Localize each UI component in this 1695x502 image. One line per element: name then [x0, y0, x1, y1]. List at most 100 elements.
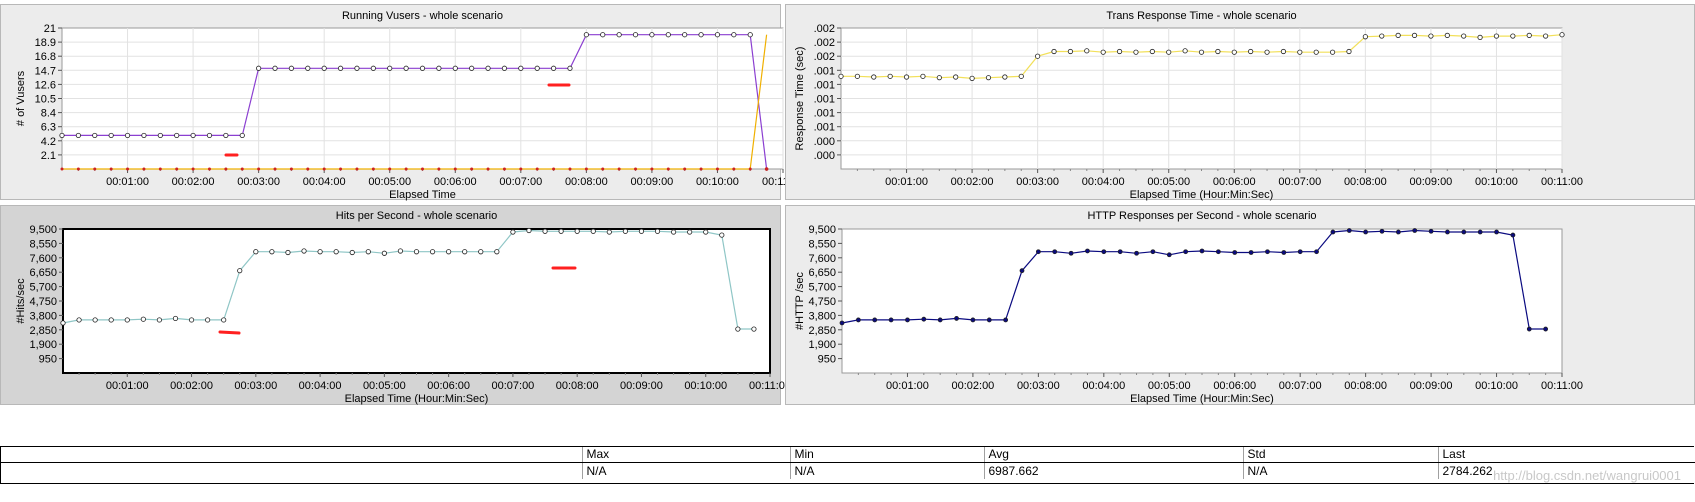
data-point [703, 229, 709, 235]
x-tick-label: 00:08:00 [565, 176, 608, 188]
x-tick-label: 00:07:00 [1278, 176, 1321, 188]
data-point [970, 317, 976, 323]
y-tick-label: 8.4 [41, 108, 56, 120]
x-tick-label: 00:05:00 [1148, 380, 1191, 392]
stats-value-std: N/A [1242, 462, 1438, 479]
data-point [654, 228, 661, 234]
data-point [92, 317, 98, 323]
data-point [1002, 74, 1008, 80]
data-point [1248, 250, 1254, 255]
data-point [413, 249, 420, 255]
data-point [953, 74, 959, 80]
data-point [140, 316, 146, 322]
chart-title: Running Vusers - whole scenario [342, 10, 503, 22]
data-point [470, 167, 474, 171]
stats-header-last: Last [1437, 446, 1695, 463]
data-point [1346, 228, 1352, 233]
data-point [1329, 49, 1336, 55]
x-tick-label: 00:01:00 [106, 176, 149, 188]
data-point [1133, 49, 1139, 55]
chart-panel-http: HTTP Responses per Second - whole scenar… [785, 205, 1695, 405]
legend-name-cell [0, 463, 582, 480]
data-point [731, 32, 737, 38]
data-point [1264, 49, 1270, 55]
data-point [257, 167, 261, 171]
x-tick-label: 00:03:00 [1017, 380, 1060, 392]
data-point [732, 167, 736, 171]
data-point [175, 167, 179, 171]
data-point [237, 268, 243, 274]
data-point [1019, 268, 1025, 274]
data-point [1067, 48, 1074, 55]
data-point [239, 132, 245, 139]
data-point [494, 249, 500, 255]
data-point [190, 132, 196, 139]
x-tick-label: 00:06:00 [427, 380, 470, 392]
stats-header-avg: Avg [983, 446, 1243, 463]
data-point [601, 167, 605, 171]
data-point [1330, 229, 1336, 235]
x-tick-label: 00:01:00 [885, 176, 928, 188]
data-point [748, 167, 752, 171]
data-point [349, 249, 355, 256]
data-point [838, 73, 844, 79]
chart-panel-hits: Hits per Second - whole scenario 9,500 8,5… [0, 205, 791, 405]
data-point [419, 65, 426, 71]
data-point [388, 167, 392, 171]
data-point [622, 228, 628, 234]
data-point [764, 167, 769, 171]
data-point [665, 32, 671, 38]
data-point [486, 167, 490, 171]
data-point [60, 320, 66, 326]
data-point [322, 167, 326, 171]
x-tick-label: 00:05:00 [363, 380, 406, 392]
data-point [937, 317, 943, 323]
series-line [62, 34, 768, 170]
y-tick-label: 5,700 [29, 282, 57, 294]
data-point [1477, 34, 1483, 41]
data-point [157, 132, 163, 139]
chart-panel-vusers: Running Vusers - whole scenario 21 18.9 16.… [0, 4, 804, 201]
chart-grid: Running Vusers - whole scenario 21 18.9 16.… [0, 4, 1695, 405]
stats-value-row[interactable]: N/A N/A 6987.662 N/A 2784.262 [0, 462, 1695, 480]
data-point [370, 65, 376, 71]
data-point [1051, 48, 1057, 55]
y-tick-label: 12.6 [35, 79, 56, 91]
data-point [124, 132, 131, 139]
data-point [1035, 53, 1041, 59]
stats-value-max: N/A [581, 462, 790, 479]
data-point [1346, 48, 1352, 55]
x-tick-label: 00:10:00 [684, 380, 727, 392]
data-point [1428, 33, 1434, 39]
y-tick-label: 7,600 [808, 253, 836, 265]
data-point [747, 32, 753, 38]
series-line [62, 229, 754, 330]
data-point [191, 167, 195, 171]
data-point [584, 167, 588, 171]
data-point [568, 167, 572, 171]
data-point [921, 316, 927, 322]
data-point [683, 167, 687, 171]
data-point [321, 65, 327, 71]
red-annotation-mark [218, 330, 241, 335]
data-point [1526, 32, 1532, 38]
stats-header-row: Max Min Avg Std Last [0, 446, 1695, 463]
watermark: http://blog.csdn.net/wangrui0001 [1493, 468, 1681, 483]
x-tick-label: 00:06:00 [1213, 380, 1256, 392]
x-tick-label: 00:11:00 [1541, 380, 1583, 392]
y-tick-label: .001 [814, 65, 835, 77]
charts-canvas: Running Vusers - whole scenario 21 18.9 16.… [0, 4, 1695, 405]
x-tick-label: 00:01:00 [106, 380, 149, 392]
data-point [381, 250, 387, 256]
y-tick-label: 2,850 [29, 325, 57, 337]
x-tick-label: 00:10:00 [696, 176, 739, 188]
data-point [1134, 250, 1139, 256]
data-point [682, 32, 688, 38]
data-point [158, 167, 162, 171]
data-point [485, 65, 491, 71]
data-point [1461, 229, 1467, 235]
data-point [1445, 229, 1450, 235]
data-point [638, 228, 645, 234]
data-point [437, 167, 441, 171]
y-tick-label: 16.8 [35, 51, 56, 63]
